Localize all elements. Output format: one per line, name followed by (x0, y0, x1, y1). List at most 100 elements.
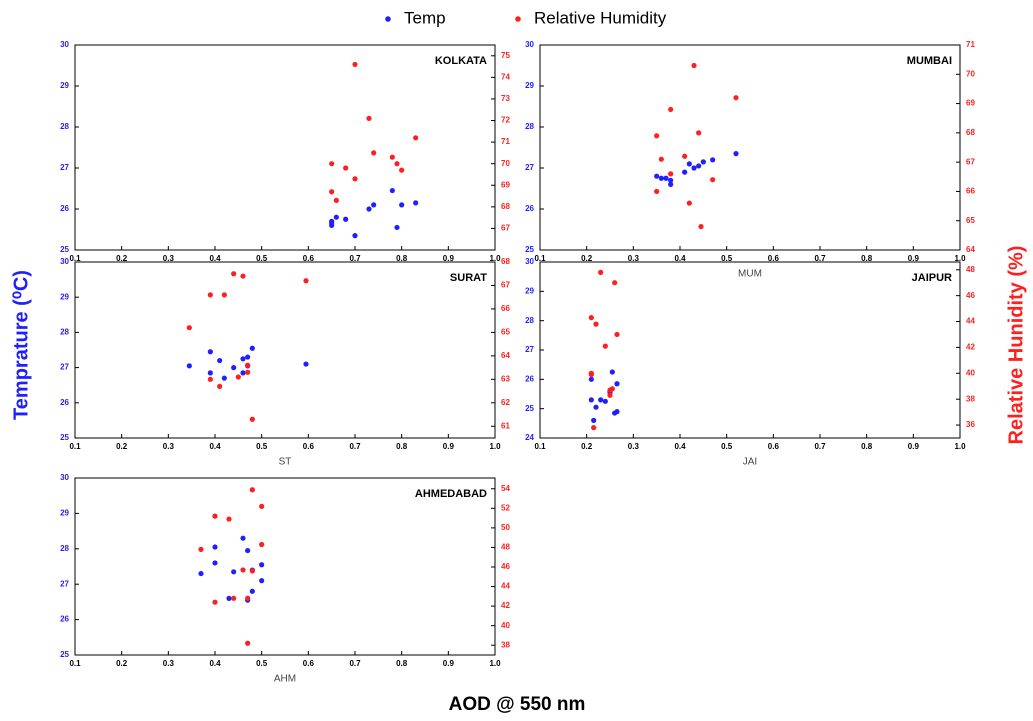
point (217, 357, 223, 364)
point (614, 381, 620, 387)
point (198, 570, 204, 577)
y2-tick-label: 65 (501, 328, 510, 337)
point (614, 409, 620, 415)
y2-tick-label: 64 (966, 245, 975, 254)
point (591, 417, 597, 423)
y2-tick-label: 71 (966, 40, 975, 49)
point (607, 392, 613, 398)
y-tick-label: 26 (525, 374, 534, 383)
point (245, 547, 251, 554)
point (212, 544, 218, 550)
y2-tick-label: 62 (501, 398, 510, 407)
y2-tick-label: 44 (501, 582, 510, 591)
x-tick-label: 0.9 (443, 659, 455, 668)
y2-tick-label: 40 (501, 621, 510, 630)
point (245, 595, 251, 601)
x-tick-label: 0.2 (116, 442, 128, 451)
y2-tick-label: 52 (501, 503, 510, 512)
x-tick-label: 0.2 (581, 442, 593, 451)
point (668, 106, 674, 113)
x-tick-label: 0.1 (69, 659, 81, 668)
x-tick-label: 1.0 (489, 442, 501, 451)
x-tick-label: 1.0 (954, 254, 966, 263)
x-tick-label: 0.4 (209, 659, 221, 668)
panel: JAIPUR JAI 0.1 0.2 0.3 0.4 0.5 0.6 0.7 0.8 0.9 1.0 2… (525, 257, 975, 468)
point (609, 369, 615, 375)
y-tick-label: 27 (525, 345, 534, 354)
point (207, 349, 213, 355)
y-tick-label: 25 (60, 245, 69, 254)
y-tick-label: 27 (60, 163, 69, 172)
plot-frame (74, 44, 496, 251)
point (710, 157, 716, 163)
point (691, 165, 697, 171)
legend-marker (515, 16, 521, 22)
y2-tick-label: 73 (501, 94, 510, 103)
x-tick-label: 0.3 (163, 442, 175, 451)
x-axis-label: ST (279, 457, 292, 468)
point (240, 535, 246, 541)
y-tick-label: 25 (525, 245, 534, 254)
y2-tick-label: 70 (501, 159, 510, 168)
point (663, 175, 669, 181)
y2-tick-label: 67 (501, 281, 510, 290)
y-tick-label: 28 (525, 122, 534, 131)
x-axis-label: AHM (274, 674, 296, 685)
y-tick-label: 25 (60, 433, 69, 442)
y2-tick-label: 68 (501, 202, 510, 211)
panel: AHMEDABAD AHM 0.1 0.2 0.3 0.4 0.5 0.6 0.7 0.8 0.9 1… (60, 473, 510, 685)
y-tick-label: 28 (60, 328, 69, 337)
point (303, 361, 309, 367)
panel: SURAT ST 0.1 0.2 0.3 0.4 0.5 0.6 0.7 0.8 0.9 1.0 25 2… (60, 257, 510, 468)
x-tick-label: 0.8 (861, 442, 873, 451)
y2-tick-label: 63 (501, 374, 510, 383)
y2-tick-label: 38 (966, 394, 975, 403)
x-tick-label: 0.5 (721, 442, 733, 451)
y-tick-label: 26 (60, 615, 69, 624)
y2-tick-label: 61 (501, 421, 510, 430)
point (366, 206, 372, 212)
point (207, 292, 213, 298)
x-tick-label: 0.3 (163, 254, 175, 263)
x-tick-label: 0.7 (349, 254, 361, 263)
y2-tick-label: 48 (501, 543, 510, 552)
point (602, 398, 608, 404)
x-tick-label: 0.6 (768, 442, 780, 451)
point (682, 153, 688, 159)
point (217, 383, 223, 389)
point (186, 363, 192, 369)
x-tick-label: 0.4 (209, 442, 221, 451)
x-tick-label: 0.9 (908, 442, 920, 451)
point (394, 161, 400, 167)
point (352, 176, 358, 182)
point (259, 562, 265, 568)
x-tick-label: 0.3 (628, 254, 640, 263)
point (614, 331, 620, 338)
y-tick-label: 30 (525, 40, 534, 49)
y2-tick-label: 68 (966, 128, 975, 137)
y2-tick-label: 74 (501, 72, 510, 81)
point (240, 370, 246, 376)
point (212, 560, 218, 566)
point (668, 171, 674, 177)
y-tick-label: 28 (525, 316, 534, 325)
plot-frame (74, 477, 496, 656)
point (371, 150, 377, 156)
point (413, 200, 419, 206)
x-tick-label: 1.0 (489, 254, 501, 263)
y2-tick-label: 65 (966, 216, 975, 225)
point (231, 271, 237, 277)
x-tick-label: 0.7 (814, 254, 826, 263)
y2-tick-label: 36 (966, 420, 975, 429)
point (668, 181, 674, 187)
x-tick-label: 0.8 (396, 659, 408, 668)
x-tick-label: 0.7 (349, 442, 361, 451)
point (231, 569, 237, 575)
y2-axis-title: Relative Hunidity (%) (1005, 246, 1027, 445)
point (654, 133, 660, 139)
y-tick-label: 29 (60, 81, 69, 90)
point (245, 354, 251, 360)
y2-tick-label: 71 (501, 137, 510, 146)
point (226, 516, 232, 522)
y-tick-label: 30 (525, 257, 534, 266)
